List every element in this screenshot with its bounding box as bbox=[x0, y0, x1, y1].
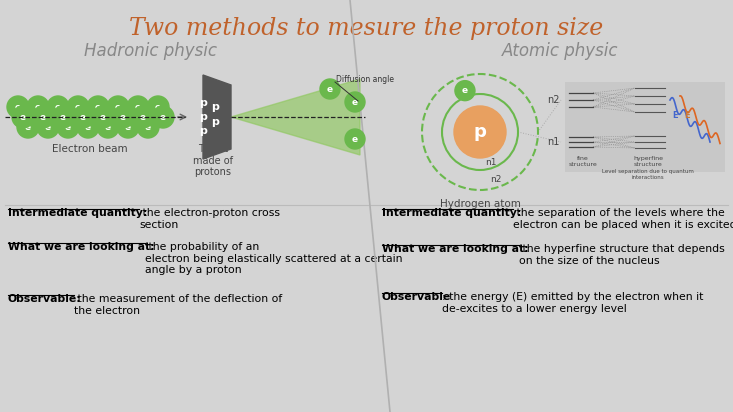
Text: Two methods to mesure the proton size: Two methods to mesure the proton size bbox=[129, 17, 603, 40]
Text: e: e bbox=[85, 122, 91, 131]
Text: e: e bbox=[352, 134, 358, 143]
Circle shape bbox=[117, 116, 139, 138]
Circle shape bbox=[32, 106, 54, 128]
Text: Target
made of
protons: Target made of protons bbox=[193, 144, 233, 177]
Text: the electron-proton cross
section: the electron-proton cross section bbox=[139, 208, 280, 229]
Text: e: e bbox=[462, 86, 468, 95]
Text: n1: n1 bbox=[548, 137, 560, 147]
Text: the probability of an
electron being elastically scattered at a certain
angle by: the probability of an electron being ela… bbox=[145, 242, 402, 275]
Text: Observable:: Observable: bbox=[8, 294, 82, 304]
Text: Electron beam: Electron beam bbox=[52, 144, 128, 154]
Text: p: p bbox=[211, 102, 219, 112]
Text: e: e bbox=[25, 122, 31, 131]
Text: e: e bbox=[60, 112, 66, 122]
Text: p: p bbox=[211, 117, 219, 127]
Text: the separation of the levels where the
electron can be placed when it is excited: the separation of the levels where the e… bbox=[513, 208, 733, 229]
Text: p: p bbox=[199, 98, 207, 108]
Polygon shape bbox=[231, 79, 360, 155]
Text: e: e bbox=[65, 122, 71, 131]
Text: E: E bbox=[684, 110, 690, 119]
Text: Observable: Observable bbox=[382, 292, 452, 302]
Circle shape bbox=[455, 81, 475, 101]
Circle shape bbox=[67, 96, 89, 118]
Circle shape bbox=[17, 116, 39, 138]
Text: What we are looking at:: What we are looking at: bbox=[382, 244, 528, 254]
Text: Hydrogen atom: Hydrogen atom bbox=[440, 199, 520, 209]
Circle shape bbox=[127, 96, 149, 118]
Text: e: e bbox=[100, 112, 106, 122]
Text: Intermediate quantity:: Intermediate quantity: bbox=[8, 208, 147, 218]
Circle shape bbox=[320, 79, 340, 99]
Circle shape bbox=[27, 96, 49, 118]
Text: the hyperfine structure that depends
on the size of the nucleus: the hyperfine structure that depends on … bbox=[519, 244, 725, 266]
Text: Intermediate quantity:: Intermediate quantity: bbox=[382, 208, 521, 218]
Circle shape bbox=[147, 96, 169, 118]
Text: Hadronic physic: Hadronic physic bbox=[84, 42, 216, 60]
Text: p: p bbox=[474, 123, 487, 141]
Text: e: e bbox=[75, 103, 81, 112]
Text: n2: n2 bbox=[490, 175, 501, 183]
Text: hyperfine
structure: hyperfine structure bbox=[633, 156, 663, 167]
Text: : the energy (E) emitted by the electron when it
de-excites to a lower energy le: : the energy (E) emitted by the electron… bbox=[441, 292, 703, 314]
Circle shape bbox=[97, 116, 119, 138]
Text: e: e bbox=[40, 112, 46, 122]
Circle shape bbox=[87, 96, 109, 118]
Text: e: e bbox=[135, 103, 141, 112]
Text: e: e bbox=[327, 84, 333, 94]
Text: e: e bbox=[115, 103, 121, 112]
Text: e: e bbox=[160, 112, 166, 122]
Text: e: e bbox=[35, 103, 41, 112]
Text: p: p bbox=[199, 126, 207, 136]
Text: Atomic physic: Atomic physic bbox=[502, 42, 618, 60]
Circle shape bbox=[107, 96, 129, 118]
Text: Diffusion angle: Diffusion angle bbox=[336, 75, 394, 84]
Circle shape bbox=[57, 116, 79, 138]
Text: the measurement of the deflection of
the electron: the measurement of the deflection of the… bbox=[73, 294, 281, 316]
Text: e: e bbox=[120, 112, 126, 122]
Text: E: E bbox=[672, 110, 678, 119]
Circle shape bbox=[152, 106, 174, 128]
Text: e: e bbox=[95, 103, 101, 112]
Circle shape bbox=[345, 92, 365, 112]
Circle shape bbox=[112, 106, 134, 128]
Circle shape bbox=[77, 116, 99, 138]
Circle shape bbox=[92, 106, 114, 128]
Text: e: e bbox=[55, 103, 61, 112]
FancyBboxPatch shape bbox=[565, 82, 725, 172]
Text: n2: n2 bbox=[548, 95, 560, 105]
Circle shape bbox=[12, 106, 34, 128]
Text: e: e bbox=[125, 122, 131, 131]
Circle shape bbox=[72, 106, 94, 128]
Text: What we are looking at:: What we are looking at: bbox=[8, 242, 155, 252]
Text: e: e bbox=[155, 103, 161, 112]
Circle shape bbox=[7, 96, 29, 118]
Text: e: e bbox=[15, 103, 21, 112]
Polygon shape bbox=[203, 75, 231, 159]
Text: fine
structure: fine structure bbox=[569, 156, 597, 167]
Text: e: e bbox=[105, 122, 111, 131]
Circle shape bbox=[132, 106, 154, 128]
Circle shape bbox=[52, 106, 74, 128]
Text: e: e bbox=[145, 122, 151, 131]
Text: n1: n1 bbox=[485, 157, 496, 166]
Circle shape bbox=[137, 116, 159, 138]
Circle shape bbox=[37, 116, 59, 138]
Text: e: e bbox=[45, 122, 51, 131]
Text: e: e bbox=[140, 112, 146, 122]
Text: Level separation due to quantum
interactions: Level separation due to quantum interact… bbox=[602, 169, 694, 180]
Circle shape bbox=[345, 129, 365, 149]
Text: e: e bbox=[20, 112, 26, 122]
Circle shape bbox=[454, 106, 506, 158]
Text: p: p bbox=[199, 112, 207, 122]
Circle shape bbox=[47, 96, 69, 118]
Text: e: e bbox=[80, 112, 86, 122]
Text: e: e bbox=[352, 98, 358, 106]
